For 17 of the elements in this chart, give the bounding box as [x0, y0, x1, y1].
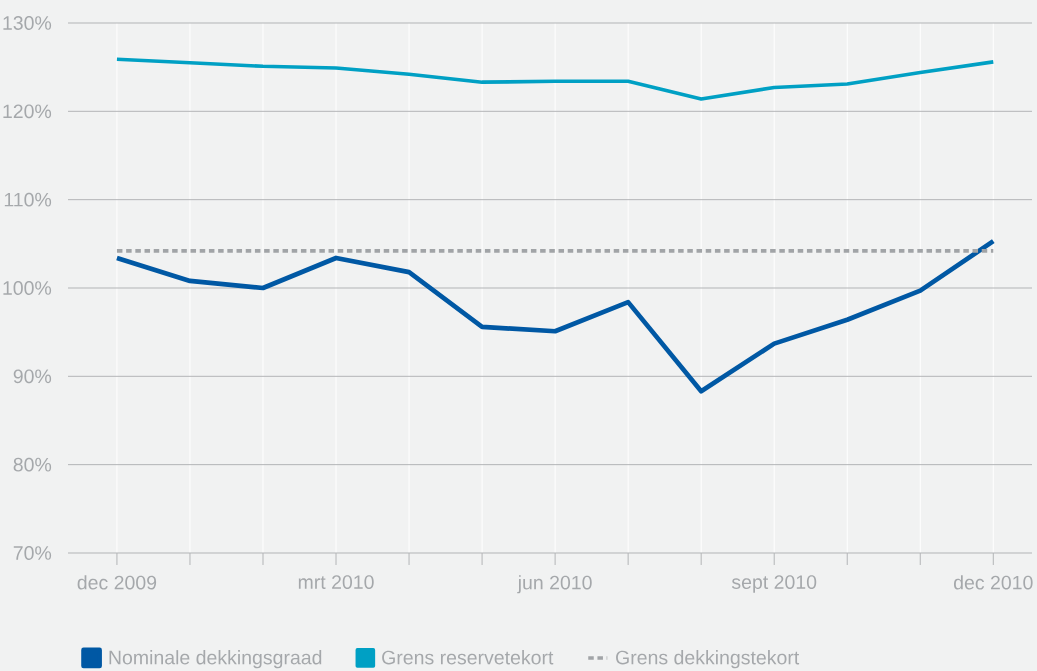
y-tick-label: 120% [3, 104, 52, 119]
x-tick-label: sept 2010 [731, 575, 817, 593]
legend-label: Nominale dekkingsgraad [109, 650, 322, 669]
y-tick-label: 130% [3, 16, 52, 30]
x-tick-label: dec 2010 [953, 575, 1033, 590]
x-tick-label: dec 2009 [77, 575, 157, 590]
line-series [115, 57, 996, 101]
x-tick-label: jun 2010 [517, 575, 592, 594]
y-tick-label: 90% [13, 369, 52, 384]
legend-label: Grens dekkingstekort [616, 650, 800, 669]
x-tick-label: mrt 2010 [298, 575, 374, 589]
y-tick-label: 110% [4, 192, 52, 207]
legend-label: Grens reservetekort [382, 650, 554, 665]
y-tick-label: 70% [13, 546, 52, 560]
y-tick-label: 80% [13, 457, 52, 472]
line-series [114, 238, 996, 394]
y-tick-label: 100% [3, 281, 52, 295]
